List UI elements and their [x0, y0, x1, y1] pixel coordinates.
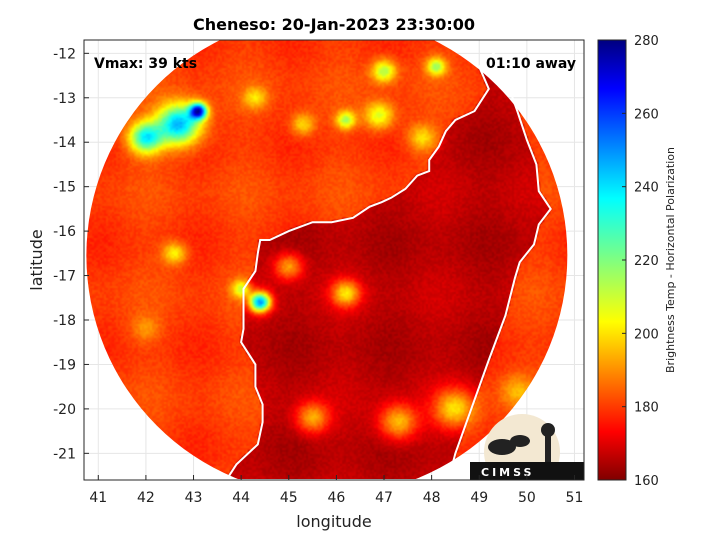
- satellite-dish-icon: [488, 439, 516, 455]
- colorbar-tick-label: 200: [634, 327, 659, 342]
- colorbar-tick-label: 260: [634, 107, 659, 122]
- x-axis-ticks: 41 42 43 44 45 46 47 48 49 50 51: [89, 475, 583, 506]
- x-tick-label: 44: [232, 490, 250, 506]
- y-tick-label: -13: [53, 91, 76, 107]
- time-away-annotation: 01:10 away: [486, 56, 576, 72]
- x-tick-label: 46: [327, 490, 345, 506]
- madagascar-coastline: [223, 50, 552, 480]
- colorbar-tick-label: 240: [634, 181, 659, 196]
- colorbar-tick-label: 160: [634, 474, 659, 489]
- y-tick-label: -12: [53, 46, 76, 62]
- chart-title: Cheneso: 20-Jan-2023 23:30:00: [193, 15, 475, 34]
- brightness-temp-swath: [86, 40, 568, 480]
- x-tick-label: 43: [185, 490, 203, 506]
- y-tick-label: -17: [53, 269, 76, 285]
- y-tick-label: -14: [53, 135, 76, 151]
- logo-text: CIMSS: [481, 466, 534, 479]
- vmax-annotation: Vmax: 39 kts: [94, 56, 197, 72]
- x-tick-label: 48: [423, 490, 441, 506]
- x-tick-label: 50: [518, 490, 536, 506]
- y-tick-label: -21: [53, 446, 76, 462]
- y-tick-label: -16: [53, 224, 76, 240]
- colorbar: [597, 39, 627, 481]
- colorbar-tick-label: 280: [634, 34, 659, 49]
- x-axis-label: longitude: [296, 512, 371, 531]
- y-tick-label: -15: [53, 180, 76, 196]
- y-axis-ticks: -12 -13 -14 -15 -16 -17 -18 -19 -20 -21: [53, 46, 89, 462]
- x-tick-label: 51: [566, 490, 584, 506]
- colorbar-ticks: 280 260 240 220 200 180 160: [622, 34, 659, 489]
- x-tick-label: 42: [137, 490, 155, 506]
- cimss-logo: CIMSS: [470, 414, 584, 480]
- plot-frame: [83, 39, 585, 481]
- y-axis-label: latitude: [27, 229, 46, 290]
- colorbar-tick-label: 220: [634, 254, 659, 269]
- y-tick-label: -20: [53, 402, 76, 418]
- x-tick-label: 45: [280, 490, 298, 506]
- water-tower-icon: [545, 435, 551, 462]
- colorbar-label: Brightness Temp - Horizontal Polarizatio…: [664, 147, 677, 373]
- colorbar-tick-label: 180: [634, 401, 659, 416]
- x-tick-label: 49: [470, 490, 488, 506]
- x-tick-label: 41: [89, 490, 107, 506]
- x-tick-label: 47: [375, 490, 393, 506]
- heatmap-image: [86, 40, 568, 480]
- y-tick-label: -19: [53, 357, 76, 373]
- y-tick-label: -18: [53, 313, 76, 329]
